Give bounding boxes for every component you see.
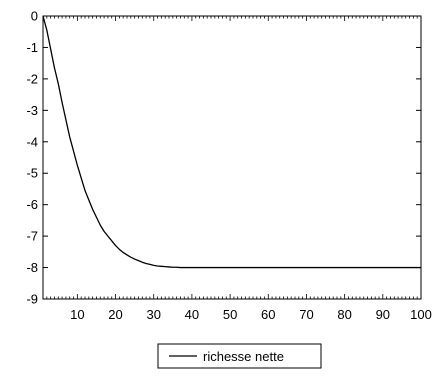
y-tick-label: -7 (26, 229, 38, 244)
x-axis-ticks: 10 20 30 40 50 60 70 80 90 100 (42, 16, 432, 322)
x-tick-label: 70 (299, 307, 313, 322)
y-tick-label: -9 (26, 292, 38, 307)
legend-label-richesse-nette: richesse nette (203, 349, 284, 364)
y-tick-label: -4 (26, 134, 38, 149)
x-tick-label: 100 (410, 307, 432, 322)
legend: richesse nette (157, 343, 322, 369)
y-tick-label: -6 (26, 197, 38, 212)
y-axis-ticks: 0 -1 -2 -3 -4 -5 -6 -7 -8 -9 (26, 9, 421, 307)
x-tick-label: 10 (70, 307, 84, 322)
y-tick-label: -2 (26, 71, 38, 86)
x-tick-label: 20 (108, 307, 122, 322)
x-tick-label: 40 (185, 307, 199, 322)
x-tick-label: 80 (337, 307, 351, 322)
x-tick-label: 30 (146, 307, 160, 322)
y-tick-label: -8 (26, 260, 38, 275)
x-tick-label: 60 (261, 307, 275, 322)
plot-area-frame (42, 15, 422, 300)
y-tick-label: 0 (31, 9, 38, 24)
y-tick-label: -5 (26, 166, 38, 181)
series-line-richesse-nette (42, 15, 421, 269)
x-tick-label: 90 (376, 307, 390, 322)
y-tick-label: -1 (26, 40, 38, 55)
y-tick-label: -3 (26, 103, 38, 118)
series-layer (42, 15, 421, 269)
x-tick-label: 50 (223, 307, 237, 322)
